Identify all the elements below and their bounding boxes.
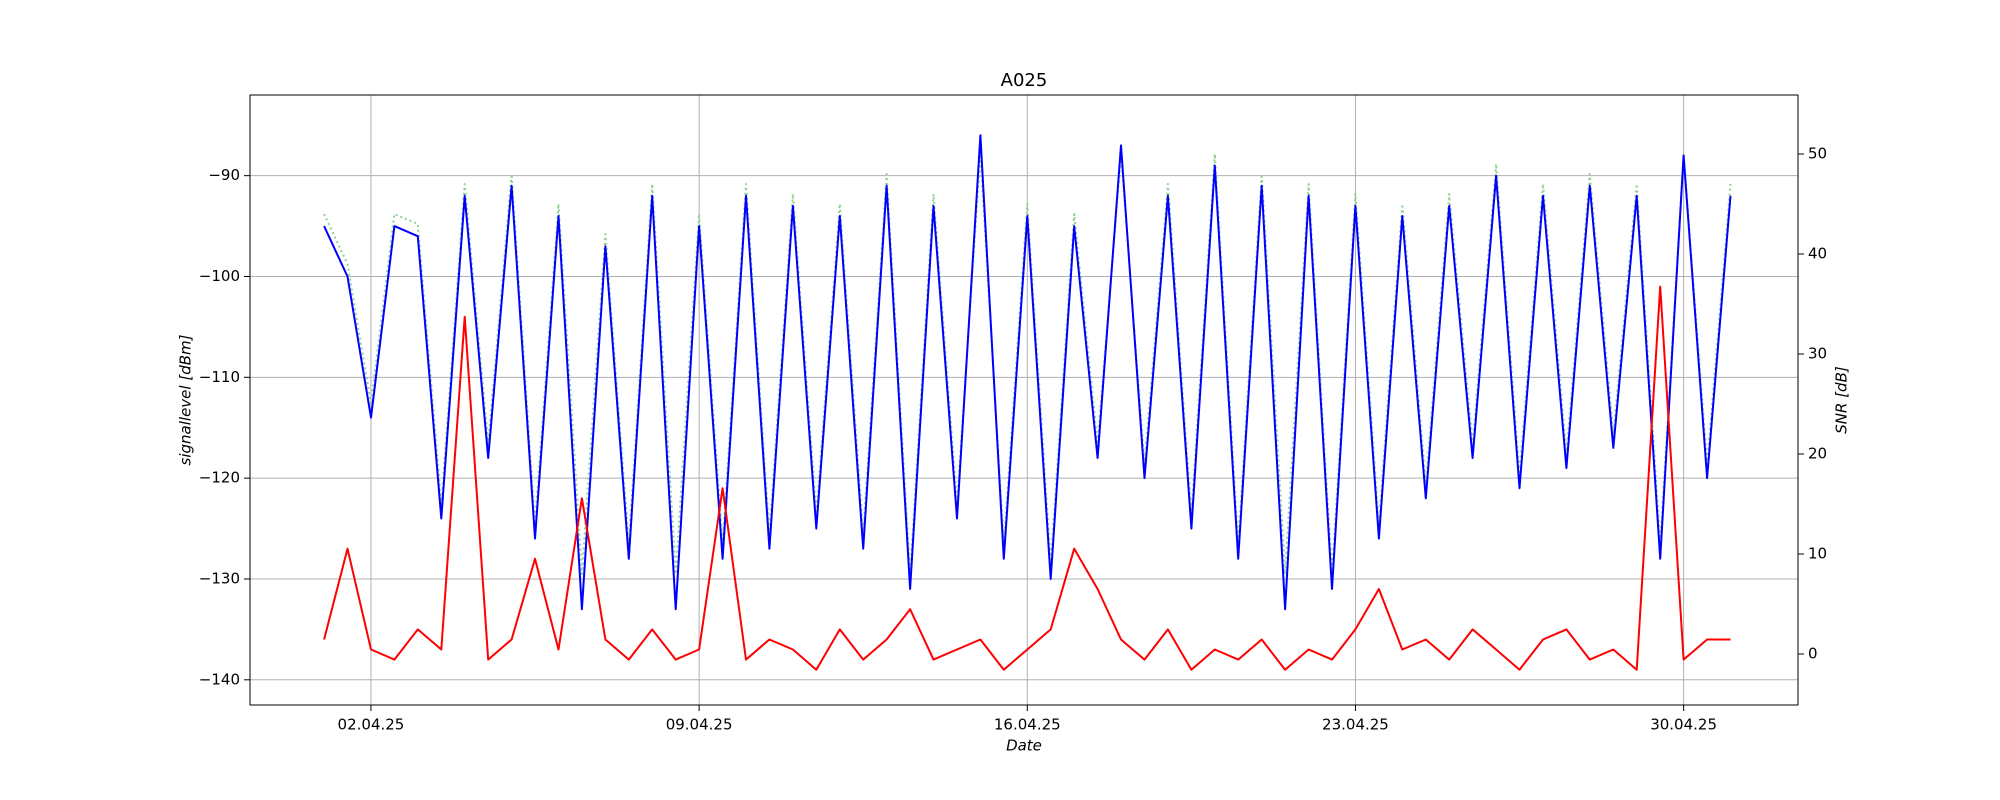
x-tick-label: 02.04.25 — [338, 716, 405, 734]
y-tick-label: −100 — [199, 267, 240, 285]
y2-tick-label: 50 — [1808, 145, 1827, 163]
x-tick-label: 30.04.25 — [1650, 716, 1717, 734]
data-line — [323, 285, 1731, 671]
data-line — [323, 153, 1732, 575]
y-tick-label: −130 — [199, 569, 240, 587]
y-tick-label: −120 — [199, 469, 240, 487]
data-line — [323, 134, 1732, 611]
y-tick-label: −110 — [199, 368, 240, 386]
y2-tick-label: 40 — [1808, 245, 1827, 263]
y2-tick-label: 0 — [1808, 645, 1818, 663]
y-tick-label: −140 — [199, 670, 240, 688]
y2-tick-label: 10 — [1808, 545, 1827, 563]
x-axis-label: Date — [1006, 737, 1042, 755]
y-axis-label: signallevel [dBm] — [177, 334, 195, 465]
y2-tick-label: 20 — [1808, 445, 1827, 463]
y2-axis-label: SNR [dB] — [1833, 366, 1851, 434]
y-tick-label: −90 — [208, 166, 240, 184]
chart-title: A025 — [1001, 70, 1048, 91]
y2-tick-label: 30 — [1808, 345, 1827, 363]
plot-frame — [249, 94, 1799, 706]
x-tick-label: 23.04.25 — [1322, 716, 1389, 734]
x-tick-label: 16.04.25 — [994, 716, 1061, 734]
x-tick-label: 09.04.25 — [666, 716, 733, 734]
